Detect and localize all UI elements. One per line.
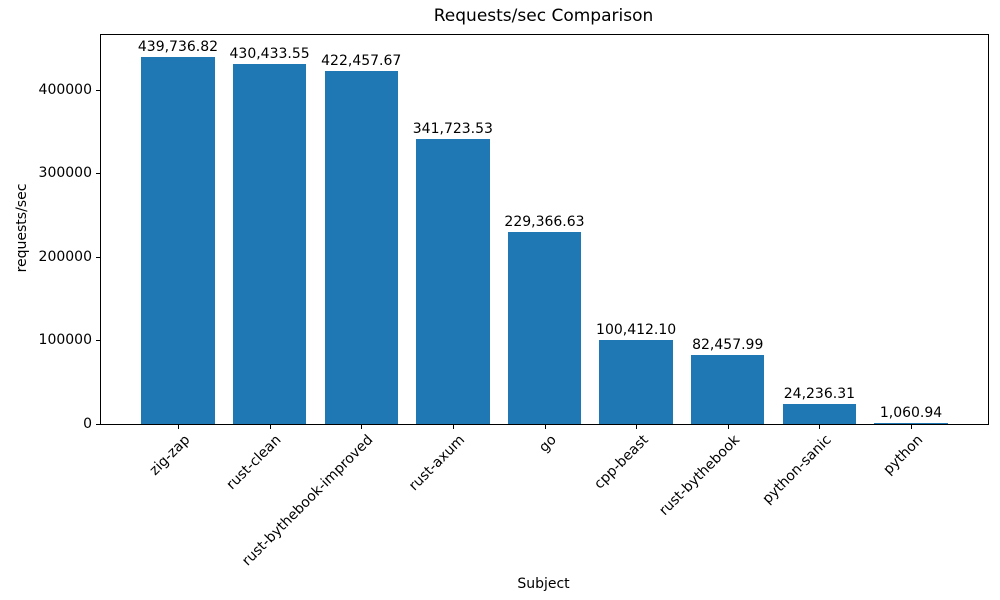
bar-value-label: 24,236.31 — [783, 385, 856, 402]
bar — [599, 340, 673, 424]
y-tick — [96, 256, 101, 258]
x-tick — [452, 424, 454, 429]
x-tick — [269, 424, 271, 429]
bar — [507, 232, 582, 424]
y-tick-label: 400000 — [38, 81, 92, 98]
y-tick — [96, 424, 101, 425]
x-tick — [636, 424, 638, 429]
x-tick-label: go — [536, 432, 560, 456]
x-tick — [361, 424, 363, 429]
x-tick-label: rust-axum — [406, 432, 469, 495]
bar-value-label: 1,060.94 — [879, 405, 943, 421]
bar-value-label: 439,736.82 — [137, 38, 219, 55]
bar — [416, 138, 490, 424]
bar-value-label: 229,366.63 — [504, 214, 585, 231]
y-tick-label: 300000 — [38, 165, 92, 182]
y-tick — [96, 89, 101, 91]
x-axis-label: Subject — [517, 576, 570, 592]
chart-title: Requests/sec Comparison — [433, 6, 654, 26]
bar-value-label: 430,433.55 — [229, 46, 310, 63]
x-tick — [727, 424, 729, 429]
y-tick-label: 0 — [83, 416, 92, 432]
bar — [691, 355, 765, 424]
bar-value-label: 341,723.53 — [412, 120, 493, 137]
x-tick-label: rust-clean — [224, 432, 285, 493]
y-tick — [96, 340, 101, 342]
bar — [232, 64, 307, 424]
y-tick-label: 200000 — [38, 248, 92, 265]
bar — [141, 56, 215, 424]
y-tick — [96, 173, 101, 175]
x-tick-label: zig-zap — [146, 432, 194, 479]
x-tick-label: rust-bythebook — [656, 432, 744, 519]
x-tick-label: python-sanic — [759, 432, 835, 508]
x-tick — [819, 424, 821, 429]
bar-value-label: 82,457.99 — [692, 337, 764, 354]
x-tick — [911, 424, 913, 429]
bar-value-label: 100,412.10 — [596, 322, 677, 339]
y-axis-label: requests/sec — [14, 183, 30, 273]
bar — [874, 423, 948, 424]
x-tick-label: python — [880, 432, 927, 478]
plot-area: 0 100000 200000 300000 400000 439,736.82 zig-z… — [39, 34, 989, 569]
x-tick-label: cpp-beast — [591, 432, 652, 493]
bar-value-label: 422,457.67 — [321, 53, 402, 70]
y-tick-label: 100000 — [38, 332, 92, 349]
bar — [782, 403, 857, 424]
bar — [324, 71, 398, 424]
x-tick — [544, 424, 546, 429]
x-tick — [177, 424, 179, 429]
